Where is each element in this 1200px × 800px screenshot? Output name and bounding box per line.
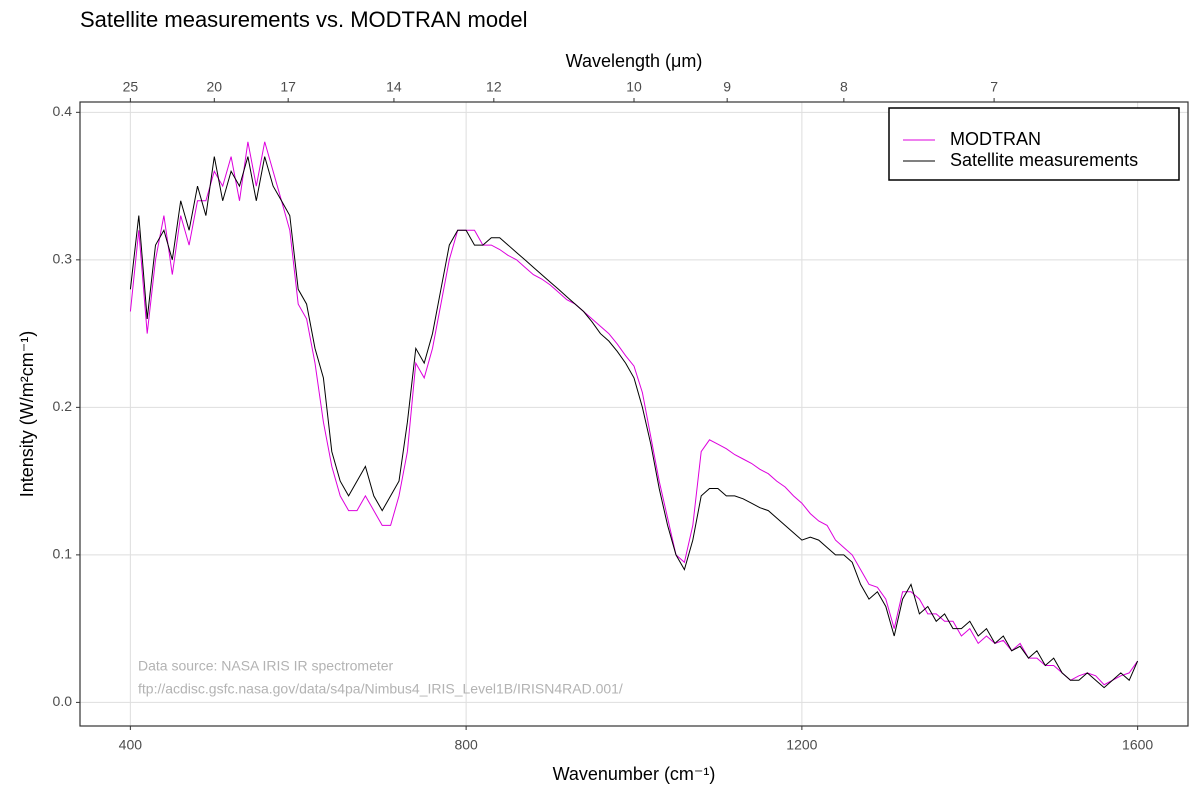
x-tick-label: 400 (119, 737, 143, 753)
x2-tick-label: 8 (840, 79, 848, 95)
y-tick-label: 0.3 (53, 251, 73, 267)
y-tick-label: 0.0 (53, 693, 73, 709)
x2-tick-label: 7 (990, 79, 998, 95)
legend-label: MODTRAN (950, 129, 1041, 149)
grid (80, 102, 1188, 726)
series-line (129, 141, 1139, 686)
x2-tick-label: 12 (486, 79, 502, 95)
legend-box (888, 107, 1180, 181)
lines (129, 141, 1139, 689)
x-tick-label: 1600 (1122, 737, 1153, 753)
x2-tick-label: 14 (386, 79, 402, 95)
x-axis-title: Wavenumber (cm⁻¹) (553, 764, 716, 784)
x2-tick-label: 17 (280, 79, 296, 95)
annotation: Data source: NASA IRIS IR spectrometer (138, 658, 394, 674)
x-tick-label: 1200 (786, 737, 817, 753)
y-tick-label: 0.1 (53, 546, 73, 562)
x-tick-label: 800 (454, 737, 478, 753)
x2-tick-label: 25 (123, 79, 139, 95)
y-axis-title: Intensity (W/m²cm⁻¹) (17, 331, 37, 498)
x2-tick-label: 20 (207, 79, 223, 95)
legend-label: Satellite measurements (950, 150, 1138, 170)
series-line (129, 156, 1139, 689)
x2-axis-title: Wavelength (μm) (566, 51, 703, 71)
y-tick-label: 0.4 (53, 103, 73, 119)
annotation: ftp://acdisc.gsfc.nasa.gov/data/s4pa/Nim… (138, 681, 623, 697)
y-tick-label: 0.2 (53, 398, 73, 414)
chart-title: Satellite measurements vs. MODTRAN model (80, 7, 527, 32)
x2-tick-label: 9 (723, 79, 731, 95)
x2-tick-label: 10 (626, 79, 642, 95)
